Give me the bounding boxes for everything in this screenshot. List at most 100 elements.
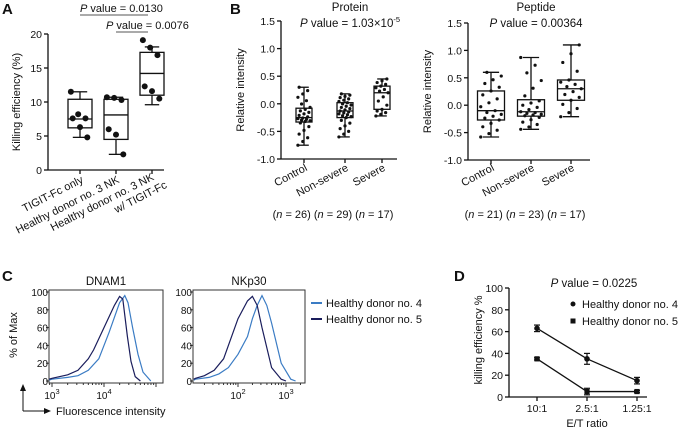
data-point — [569, 52, 573, 56]
data-point — [386, 91, 390, 95]
x-axis-label: E/T ratio — [566, 418, 607, 430]
data-point — [569, 98, 573, 102]
data-point — [379, 84, 383, 88]
data-point — [343, 94, 347, 98]
data-point — [67, 88, 74, 95]
histogram-curve-donor-4 — [193, 294, 296, 382]
data-point-square — [634, 388, 640, 395]
data-point — [103, 94, 110, 101]
data-point — [306, 115, 310, 119]
y-tick-label: 0.5 — [260, 71, 275, 83]
data-point — [302, 112, 306, 116]
y-tick-label: -0.5 — [257, 126, 275, 138]
data-point — [531, 86, 535, 90]
data-point — [491, 114, 495, 118]
data-point — [338, 109, 342, 113]
y-tick-label: 5 — [36, 131, 42, 143]
y-tick-label: 1.5 — [260, 16, 275, 28]
tick-base: 10 — [44, 391, 56, 402]
data-point — [529, 101, 533, 105]
data-point — [563, 92, 567, 97]
data-point — [375, 109, 379, 113]
data-point — [113, 131, 119, 138]
y-tick-label: 80 — [181, 306, 193, 317]
data-point — [481, 93, 485, 97]
n-text: = 29) ( — [324, 209, 359, 221]
data-point — [345, 101, 350, 105]
y-tick-label: 80 — [37, 306, 49, 317]
data-point — [521, 120, 525, 124]
data-point — [561, 60, 565, 65]
p-italic: P — [551, 278, 559, 290]
data-point — [479, 135, 483, 139]
data-point — [339, 118, 343, 122]
y-axis-label: Killing efficiency (%) — [11, 53, 23, 151]
n-italic: n — [510, 209, 516, 221]
data-point — [296, 143, 300, 147]
box-2 — [139, 37, 165, 174]
x-tick-label: 2.5:1 — [575, 403, 599, 415]
y-tick-label: 60 — [491, 327, 503, 339]
data-point — [296, 95, 300, 99]
box-iqr — [516, 99, 546, 117]
y-tick-label: 1.0 — [260, 44, 275, 56]
data-point — [537, 115, 541, 119]
data-point — [348, 121, 352, 125]
histogram-curve-donor-5 — [193, 295, 287, 382]
box-1 — [336, 92, 354, 163]
data-point — [308, 119, 312, 123]
data-point — [139, 37, 146, 44]
data-point — [342, 98, 346, 102]
data-point — [347, 110, 351, 114]
tick-base: 10 — [278, 391, 290, 402]
n-text: = 26) ( — [282, 209, 317, 221]
data-point — [304, 117, 309, 121]
tick-exponent: 3 — [289, 387, 293, 396]
data-point — [497, 85, 501, 89]
box-0 — [295, 85, 313, 163]
data-point — [379, 112, 383, 116]
data-point — [479, 105, 483, 109]
y-tick-label: 10 — [30, 97, 42, 109]
data-point — [567, 110, 571, 115]
data-point — [342, 111, 346, 115]
data-point — [348, 107, 352, 111]
p-value-annotation: P value = 0.0225 — [551, 278, 638, 290]
data-point — [301, 116, 305, 120]
sample-size-labels: (n = 26) (n = 29) (n = 17) — [273, 209, 394, 221]
y-tick-label: 100 — [485, 283, 503, 295]
data-point — [523, 94, 527, 98]
y-tick-label: 60 — [37, 324, 49, 335]
data-point — [575, 106, 579, 111]
data-point — [339, 92, 343, 96]
y-tick-label: 100 — [31, 288, 48, 299]
tick-base: 10 — [96, 391, 108, 402]
data-point — [533, 63, 537, 67]
data-point — [499, 74, 503, 78]
data-point — [298, 121, 302, 125]
chart-title: DNAM1 — [86, 276, 126, 288]
data-point-circle — [534, 325, 540, 332]
data-point — [481, 125, 485, 129]
data-point — [519, 55, 523, 60]
data-point — [485, 70, 489, 74]
data-point — [296, 117, 300, 121]
panel-b-protein-boxplot: -1.0 -0.5 0.0 0.5 1.0 1.5 Relative intensity Pr… — [235, 2, 400, 221]
data-point — [147, 44, 154, 51]
data-point — [483, 81, 487, 86]
tick-exponent: 3 — [55, 387, 59, 396]
y-tick-label: 1.5 — [447, 18, 462, 30]
y-tick-label: 15 — [30, 63, 42, 75]
data-point — [105, 126, 112, 133]
panel-c-common: % of Max Fluorescence intensity Healthy do… — [8, 298, 422, 418]
data-point — [571, 90, 575, 94]
panel-d-line-chart: 0 20 40 60 80 100 10:1 2.5:1 1.25:1 E/T ratio kill… — [473, 278, 678, 430]
data-point — [519, 110, 523, 114]
data-point — [347, 129, 351, 133]
data-point — [380, 79, 384, 83]
data-point — [573, 82, 577, 86]
data-point — [338, 127, 342, 131]
data-point — [304, 99, 309, 103]
